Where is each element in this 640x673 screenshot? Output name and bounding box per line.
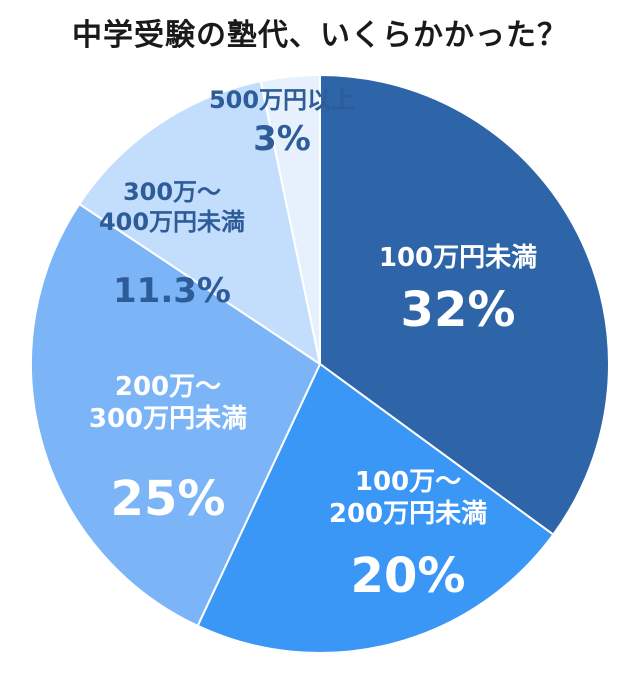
slice-value-5: 3%	[253, 119, 311, 159]
slice-label-4-line-2: 400万円未満	[99, 208, 245, 236]
pie-slices	[30, 73, 610, 654]
slice-label-5-line-1: 500万円以上	[209, 86, 355, 114]
pie-labels: 100万円未満 32% 100万〜200万円未満 20% 200万〜300万円未満 25%…	[89, 86, 537, 604]
slice-label-2-line-2: 200万円未満	[329, 499, 487, 529]
slice-label-1-line-1: 100万円未満	[379, 243, 537, 273]
pie-slice-1	[319, 73, 610, 536]
slice-label-4-line-1: 300万〜	[123, 178, 221, 206]
slice-label-3-line-2: 300万円未満	[89, 404, 247, 434]
slice-value-2: 20%	[351, 548, 466, 604]
slice-label-3-line-1: 200万〜	[115, 372, 221, 402]
chart-title: 中学受験の塾代、いくらかかった？	[72, 18, 568, 53]
slice-value-3: 25%	[111, 471, 226, 527]
pie-slice-4	[77, 79, 322, 367]
slice-value-4: 11.3%	[113, 271, 231, 311]
slice-label-2-line-1: 100万〜	[355, 467, 461, 497]
pie-slice-3	[30, 202, 322, 628]
pie-slice-5	[259, 73, 321, 365]
slice-value-1: 32%	[401, 282, 516, 338]
